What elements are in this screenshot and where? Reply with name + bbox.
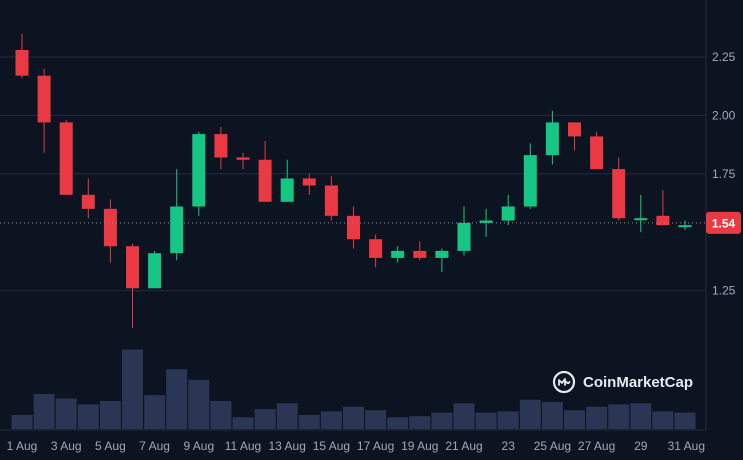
y-tick-label: 2.25 [712,50,736,64]
x-tick-label: 7 Aug [139,439,170,453]
candle-body [391,250,405,258]
candle-body [126,246,139,289]
candle-body [501,206,515,221]
x-tick-label: 19 Aug [401,439,438,453]
x-tick-label: 29 [634,439,648,453]
candle-body [59,122,73,195]
volume-bar [298,414,320,429]
x-tick-label: 13 Aug [269,439,306,453]
volume-bar [431,412,453,429]
volume-bar [55,398,77,429]
volume-bar [409,416,431,429]
x-axis-ticks: 1 Aug 3 Aug 5 Aug 7 Aug 9 Aug 11 Aug 13 Aug 15 … [7,439,705,453]
candle-body [634,218,648,221]
volume-bar [320,411,342,429]
y-tick-label: 2.00 [712,108,736,122]
volume-bar [497,411,519,429]
candle-body [590,136,604,170]
x-tick-label: 27 Aug [578,439,615,453]
volume-bar [630,403,652,429]
candle-body [568,122,581,137]
volume-bar [674,412,696,429]
volume-bar [99,400,121,429]
volume-bar [564,410,585,429]
volume-bar [586,406,608,429]
coinmarketcap-logo-icon [552,370,576,394]
candle-body [324,185,338,216]
volume-bar [11,414,33,429]
candle-body [369,239,383,258]
volume-bar [144,395,166,429]
x-tick-label: 5 Aug [95,439,126,453]
candle-body [258,159,272,202]
candle-body [170,206,184,254]
candle-body [214,134,228,158]
candle-body [236,157,250,160]
volume-bar [608,404,630,429]
candle-body [148,253,162,289]
candle-body [302,178,316,186]
candle-body [523,155,537,207]
candle-body [678,225,692,228]
volume-bar [541,402,563,429]
candle-body [81,194,95,209]
current-price-badge [706,211,741,234]
brand-name: CoinMarketCap [583,373,694,391]
candle-body [413,250,427,258]
volume-bars [11,349,696,429]
x-tick-label: 21 Aug [445,439,482,453]
current-price-label: 1.54 [712,216,736,230]
x-tick-label: 15 Aug [313,439,350,453]
volume-bar [77,404,99,429]
volume-bar [33,393,55,429]
current-price-marker: 1.54 [0,211,741,234]
volume-bar [232,417,254,429]
candle-body [435,250,449,258]
candle-body [656,215,670,226]
volume-bar [652,411,674,429]
candle-body [457,222,471,251]
candle-body [347,215,360,240]
volume-bar [519,399,541,429]
volume-bar [387,417,409,429]
volume-bar [276,403,298,429]
x-tick-label: 1 Aug [7,439,38,453]
x-tick-label: 25 Aug [534,439,571,453]
candle-body [479,220,493,223]
volume-bar [475,412,497,429]
candle-body [612,169,626,219]
volume-bar [343,406,364,429]
volume-bar [453,403,475,429]
y-tick-label: 1.25 [712,284,736,298]
volume-bar [188,379,210,429]
y-axis-ticks: 1.25 1.75 2.00 2.25 [712,50,736,298]
candle-body [15,49,29,76]
candles [15,33,692,328]
candle-body [37,75,51,123]
x-tick-label: 11 Aug [225,439,261,453]
x-tick-label: 17 Aug [357,439,394,453]
x-tick-label: 31 Aug [668,439,705,453]
y-tick-label: 1.75 [712,167,736,181]
x-tick-label: 9 Aug [183,439,214,453]
coinmarketcap-logo: CoinMarketCap [552,370,693,394]
volume-bar [166,369,188,429]
candle-body [545,122,559,156]
candle-body [103,208,117,247]
volume-bar [122,349,143,429]
volume-bar [365,410,387,429]
x-tick-label: 23 [502,439,516,453]
candle-body [192,134,206,207]
x-tick-label: 3 Aug [51,439,82,453]
volume-bar [210,400,232,429]
candle-body [280,178,294,202]
volume-bar [254,409,276,429]
